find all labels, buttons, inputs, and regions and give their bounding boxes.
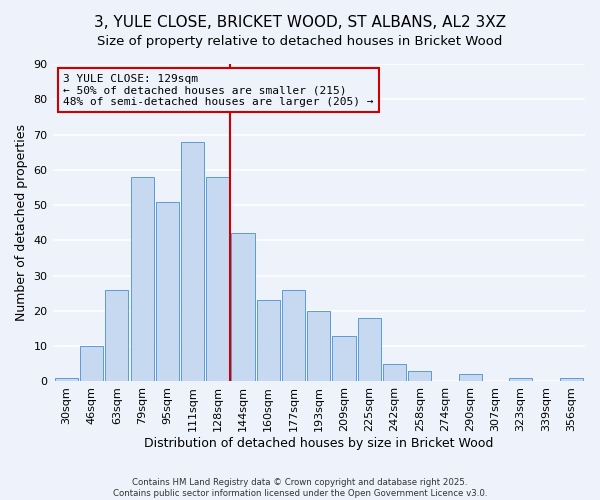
Bar — [181, 142, 204, 382]
Bar — [560, 378, 583, 382]
Text: Contains HM Land Registry data © Crown copyright and database right 2025.
Contai: Contains HM Land Registry data © Crown c… — [113, 478, 487, 498]
Bar — [232, 234, 254, 382]
Bar — [408, 371, 431, 382]
Bar — [458, 374, 482, 382]
Bar — [156, 202, 179, 382]
Bar — [206, 177, 229, 382]
Bar — [332, 336, 356, 382]
Bar — [55, 378, 78, 382]
Bar — [257, 300, 280, 382]
X-axis label: Distribution of detached houses by size in Bricket Wood: Distribution of detached houses by size … — [144, 437, 493, 450]
Bar — [358, 318, 381, 382]
Bar — [383, 364, 406, 382]
Y-axis label: Number of detached properties: Number of detached properties — [15, 124, 28, 321]
Bar — [105, 290, 128, 382]
Bar — [307, 311, 331, 382]
Bar — [509, 378, 532, 382]
Text: 3 YULE CLOSE: 129sqm
← 50% of detached houses are smaller (215)
48% of semi-deta: 3 YULE CLOSE: 129sqm ← 50% of detached h… — [63, 74, 374, 106]
Bar — [80, 346, 103, 382]
Text: Size of property relative to detached houses in Bricket Wood: Size of property relative to detached ho… — [97, 35, 503, 48]
Text: 3, YULE CLOSE, BRICKET WOOD, ST ALBANS, AL2 3XZ: 3, YULE CLOSE, BRICKET WOOD, ST ALBANS, … — [94, 15, 506, 30]
Bar — [131, 177, 154, 382]
Bar — [282, 290, 305, 382]
